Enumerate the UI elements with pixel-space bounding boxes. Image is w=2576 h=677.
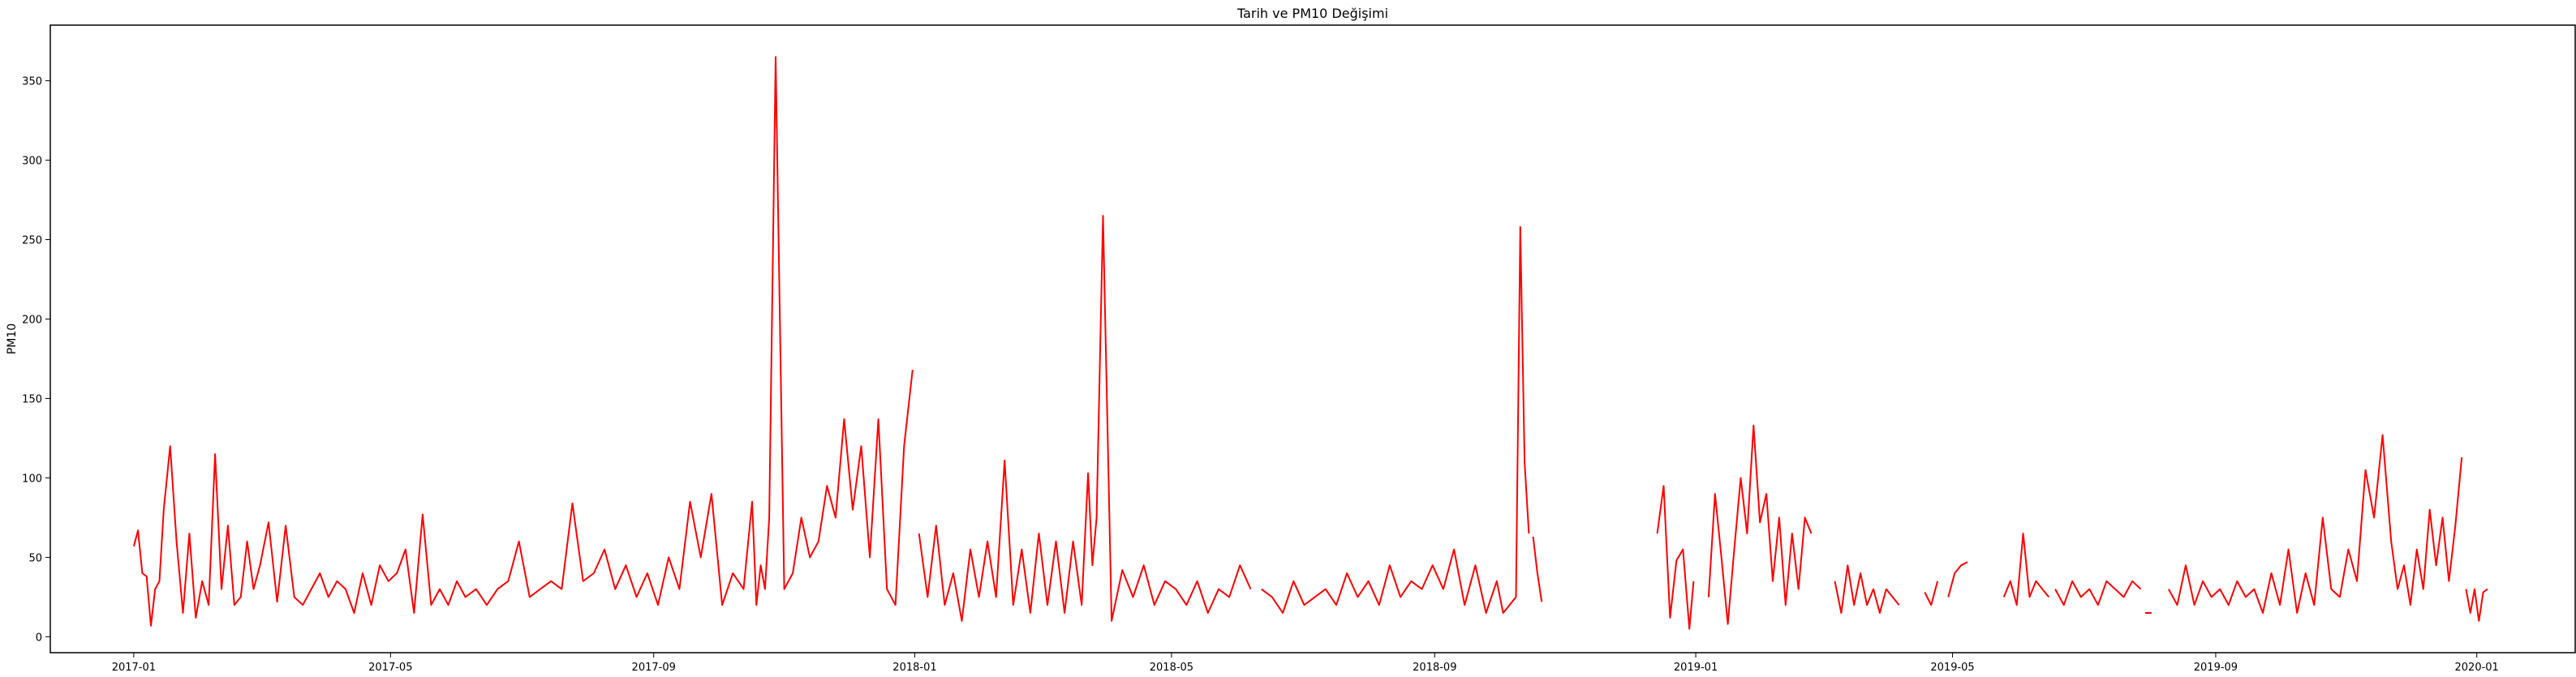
pm10-series-segment-11	[2054, 580, 2142, 606]
x-tick-label-8: 2019-05	[1930, 662, 1974, 674]
pm10-series-segment-7	[1834, 564, 1900, 614]
pm10-series-segment-3	[1261, 225, 1530, 614]
x-tick-label-4: 2018-01	[892, 662, 936, 674]
x-tick-label-2: 2017-05	[368, 662, 412, 674]
plot-frame	[49, 24, 2576, 653]
x-tick-label-6: 2018-09	[1413, 662, 1456, 674]
pm10-series-segment-9	[1947, 561, 1968, 598]
chart-title: Tarih ve PM10 Değişimi	[1236, 6, 1388, 21]
y-tick-label-8: 350	[22, 76, 42, 88]
pm10-series-segment-1	[132, 56, 914, 627]
pm10-series-segment-5	[1656, 485, 1695, 630]
y-tick-label-4: 150	[22, 393, 42, 405]
y-tick-label-5: 200	[22, 315, 42, 327]
pm10-series-segment-4	[1532, 536, 1543, 602]
x-tick-label-3: 2017-09	[632, 662, 676, 674]
y-axis-label: PM10	[6, 324, 19, 354]
series-layer	[132, 56, 2488, 630]
pm10-series-segment-6	[1707, 424, 1813, 625]
y-tick-label-1: 0	[36, 632, 42, 644]
x-tick-label-9: 2019-09	[2194, 662, 2238, 674]
ticks-layer: 2017-01 2017-05 2017-09 2018-01 2018-05 2018-…	[22, 76, 2499, 674]
x-tick-label-5: 2018-05	[1150, 662, 1193, 674]
y-tick-label-2: 50	[28, 552, 42, 564]
y-tick-label-7: 300	[22, 156, 42, 168]
x-tick-label-10: 2020-01	[2455, 662, 2499, 674]
pm10-series-segment-14	[2465, 588, 2488, 622]
pm10-series-segment-2	[918, 215, 1252, 622]
x-tick-label-1: 2017-01	[112, 662, 156, 674]
pm10-series-segment-13	[2168, 434, 2463, 614]
y-tick-label-3: 100	[22, 473, 42, 485]
pm10-series-segment-10	[2002, 533, 2049, 606]
x-tick-label-7: 2019-01	[1674, 662, 1718, 674]
y-tick-label-6: 250	[22, 235, 42, 247]
pm10-series-segment-8	[1924, 581, 1939, 606]
